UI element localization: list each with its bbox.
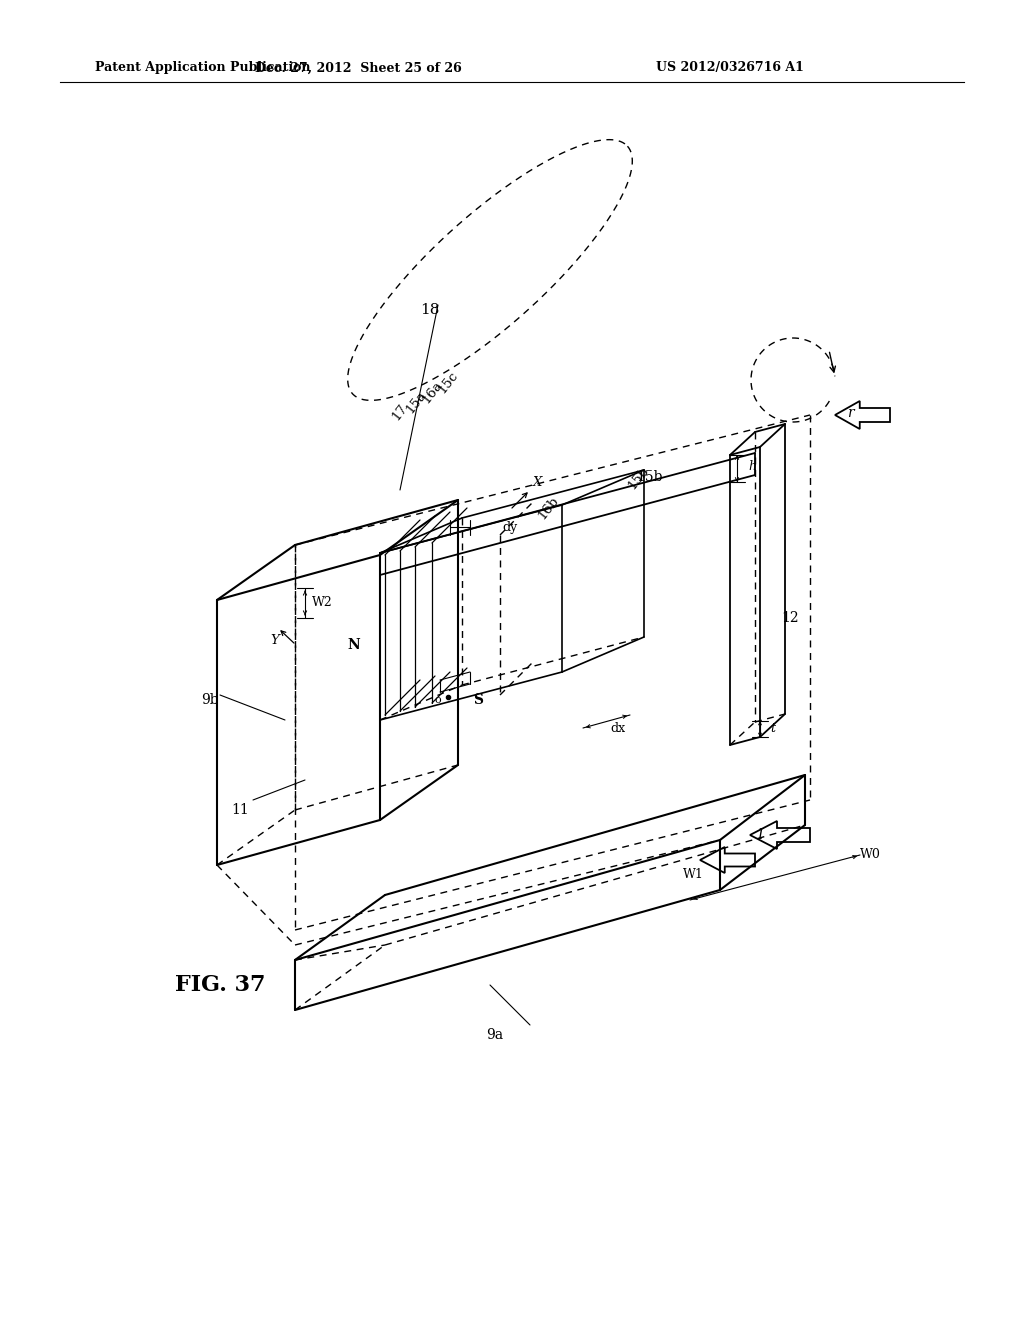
Text: US 2012/0326716 A1: US 2012/0326716 A1 [656, 62, 804, 74]
Text: Dec. 27, 2012  Sheet 25 of 26: Dec. 27, 2012 Sheet 25 of 26 [255, 62, 462, 74]
Text: S: S [473, 693, 483, 708]
Text: 11: 11 [231, 803, 249, 817]
Text: 18: 18 [420, 304, 439, 317]
Text: N: N [347, 638, 360, 652]
Polygon shape [750, 821, 810, 849]
Text: Y: Y [270, 634, 280, 647]
Text: 16a: 16a [419, 379, 444, 405]
Text: 15c: 15c [435, 368, 461, 396]
Text: r: r [847, 407, 853, 420]
Text: W0: W0 [859, 849, 881, 862]
Polygon shape [835, 401, 890, 429]
Text: 12: 12 [781, 611, 799, 624]
Text: W2: W2 [311, 597, 333, 610]
Text: Patent Application Publication: Patent Application Publication [95, 62, 310, 74]
Polygon shape [700, 847, 755, 873]
Text: 9b: 9b [201, 693, 219, 708]
Text: W1: W1 [683, 869, 703, 882]
Text: 15b: 15b [637, 470, 664, 484]
Text: t: t [770, 722, 775, 734]
Text: 15a: 15a [403, 388, 429, 416]
Text: FIG. 37: FIG. 37 [175, 974, 265, 997]
Text: dy: dy [503, 520, 517, 533]
Text: 17: 17 [390, 401, 411, 422]
Text: X: X [534, 475, 543, 488]
Text: o: o [434, 696, 441, 705]
Text: h: h [748, 459, 756, 473]
Text: I: I [758, 828, 763, 842]
Text: 16b: 16b [536, 494, 561, 521]
Text: dx: dx [610, 722, 626, 734]
Text: 15b: 15b [625, 465, 651, 492]
Text: 9a: 9a [486, 1028, 504, 1041]
